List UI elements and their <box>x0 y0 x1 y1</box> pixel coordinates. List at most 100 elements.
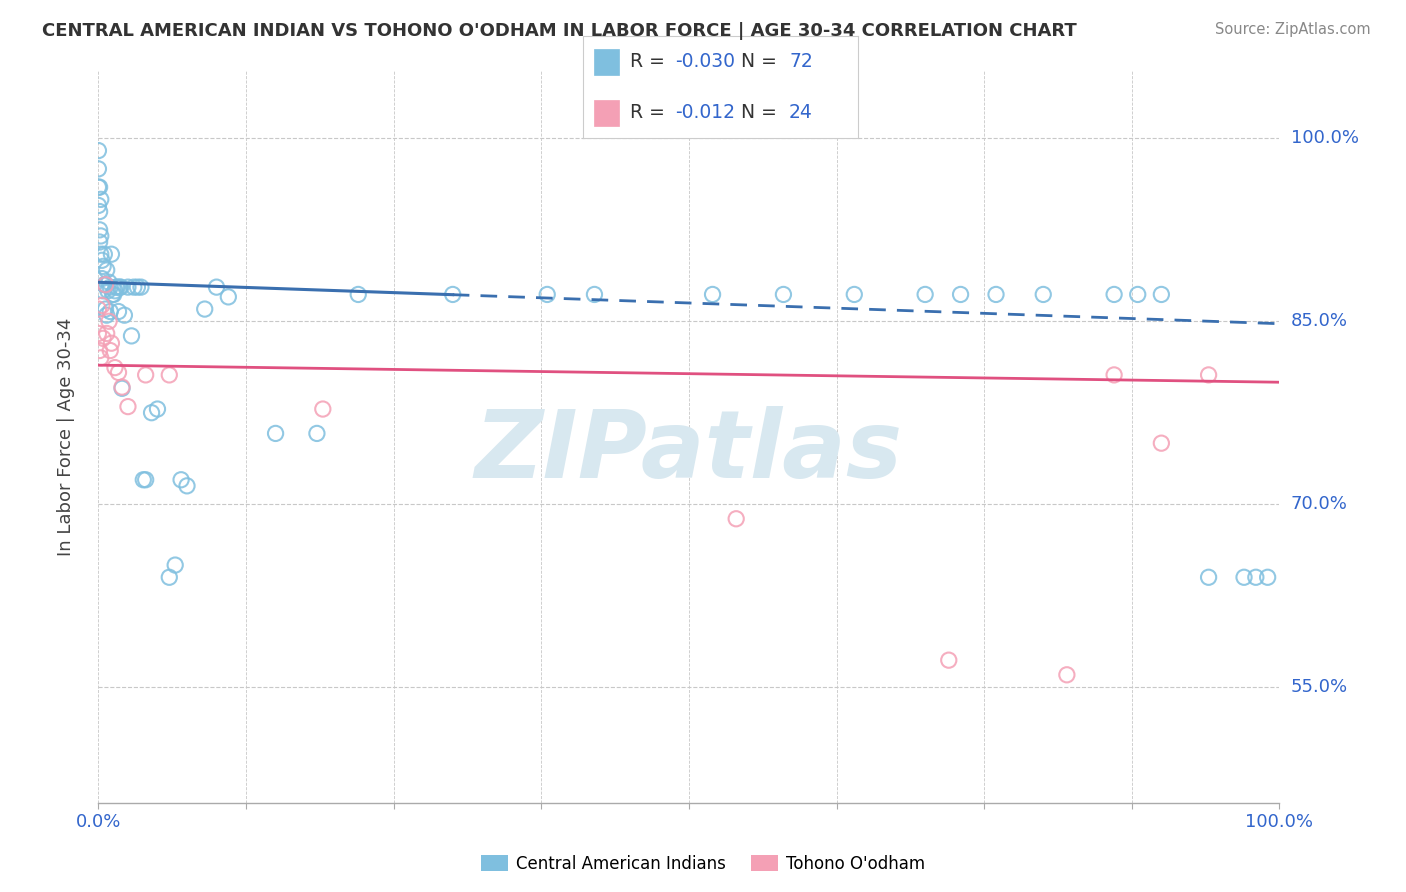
Point <box>1126 287 1149 301</box>
Point <box>117 280 139 294</box>
Legend: Central American Indians, Tohono O'odham: Central American Indians, Tohono O'odham <box>474 848 932 880</box>
Point <box>89 223 111 237</box>
Point <box>1032 287 1054 301</box>
Point <box>94 277 117 292</box>
Point <box>89 235 111 249</box>
Point <box>100 247 122 261</box>
Text: 55.0%: 55.0% <box>1291 678 1348 696</box>
Text: CENTRAL AMERICAN INDIAN VS TOHONO O'ODHAM IN LABOR FORCE | AGE 30-34 CORRELATION: CENTRAL AMERICAN INDIAN VS TOHONO O'ODHA… <box>42 22 1077 40</box>
Point <box>135 473 157 487</box>
Point <box>1198 570 1220 584</box>
Point <box>1198 368 1220 382</box>
Point <box>170 473 193 487</box>
Point <box>165 558 187 572</box>
Point <box>91 331 114 345</box>
Text: 72: 72 <box>789 53 813 71</box>
Text: -0.012: -0.012 <box>675 103 735 121</box>
Text: 85.0%: 85.0% <box>1291 312 1347 330</box>
Point <box>87 198 110 212</box>
Point <box>93 277 115 292</box>
Point <box>105 280 128 294</box>
Point <box>157 368 180 382</box>
Point <box>938 653 960 667</box>
Point <box>87 144 110 158</box>
Point <box>844 287 866 301</box>
Point <box>1150 436 1173 450</box>
Point <box>91 284 114 298</box>
Point <box>135 368 157 382</box>
Text: 70.0%: 70.0% <box>1291 495 1347 513</box>
Point <box>90 192 112 206</box>
Point <box>441 287 464 301</box>
Point <box>89 180 111 194</box>
Point <box>194 301 217 317</box>
Point <box>110 280 132 294</box>
Point <box>217 290 239 304</box>
Point <box>98 275 121 289</box>
Point <box>94 301 117 317</box>
Point <box>1257 570 1279 584</box>
Point <box>129 280 152 294</box>
Point <box>91 260 114 274</box>
Point <box>91 298 114 312</box>
Point <box>101 287 124 301</box>
Point <box>984 287 1007 301</box>
Point <box>914 287 936 301</box>
Text: -0.030: -0.030 <box>675 53 735 71</box>
Point <box>104 360 127 375</box>
Point <box>104 284 127 298</box>
Point <box>112 308 135 322</box>
Text: R =: R = <box>630 53 671 71</box>
Point <box>89 204 111 219</box>
Point <box>1102 287 1125 301</box>
Point <box>98 304 121 318</box>
Point <box>87 161 110 176</box>
Point <box>91 253 114 268</box>
Point <box>949 287 972 301</box>
Point <box>1056 667 1078 681</box>
Point <box>1150 287 1173 301</box>
Point <box>127 280 149 294</box>
Point <box>312 402 335 417</box>
Point <box>90 351 112 365</box>
Point <box>111 380 134 394</box>
Text: R =: R = <box>630 103 671 121</box>
Point <box>87 301 110 317</box>
Point <box>90 228 112 243</box>
Point <box>98 314 121 328</box>
Text: 24: 24 <box>789 103 813 121</box>
Point <box>725 512 748 526</box>
Point <box>305 426 328 441</box>
Point <box>107 366 129 380</box>
Text: N =: N = <box>741 53 783 71</box>
Point <box>157 570 180 584</box>
Text: ZIPatlas: ZIPatlas <box>475 406 903 498</box>
Text: N =: N = <box>741 103 783 121</box>
Point <box>91 271 114 285</box>
Point <box>1102 368 1125 382</box>
Point <box>772 287 794 301</box>
Point <box>1233 570 1256 584</box>
Point <box>89 343 111 358</box>
Point <box>87 180 110 194</box>
Point <box>205 280 228 294</box>
Point <box>96 308 118 322</box>
Point <box>111 381 134 395</box>
Point <box>87 326 110 341</box>
Point <box>97 284 120 298</box>
Point <box>264 426 287 441</box>
Point <box>132 473 155 487</box>
Point <box>122 280 145 294</box>
Point <box>103 287 125 301</box>
Point <box>583 287 606 301</box>
Point <box>1244 570 1267 584</box>
Point <box>146 402 169 417</box>
Point <box>117 400 139 414</box>
Point <box>90 247 112 261</box>
FancyBboxPatch shape <box>595 100 619 126</box>
Point <box>98 280 121 294</box>
Point <box>121 329 143 343</box>
Y-axis label: In Labor Force | Age 30-34: In Labor Force | Age 30-34 <box>56 318 75 557</box>
Point <box>536 287 558 301</box>
Point <box>347 287 370 301</box>
